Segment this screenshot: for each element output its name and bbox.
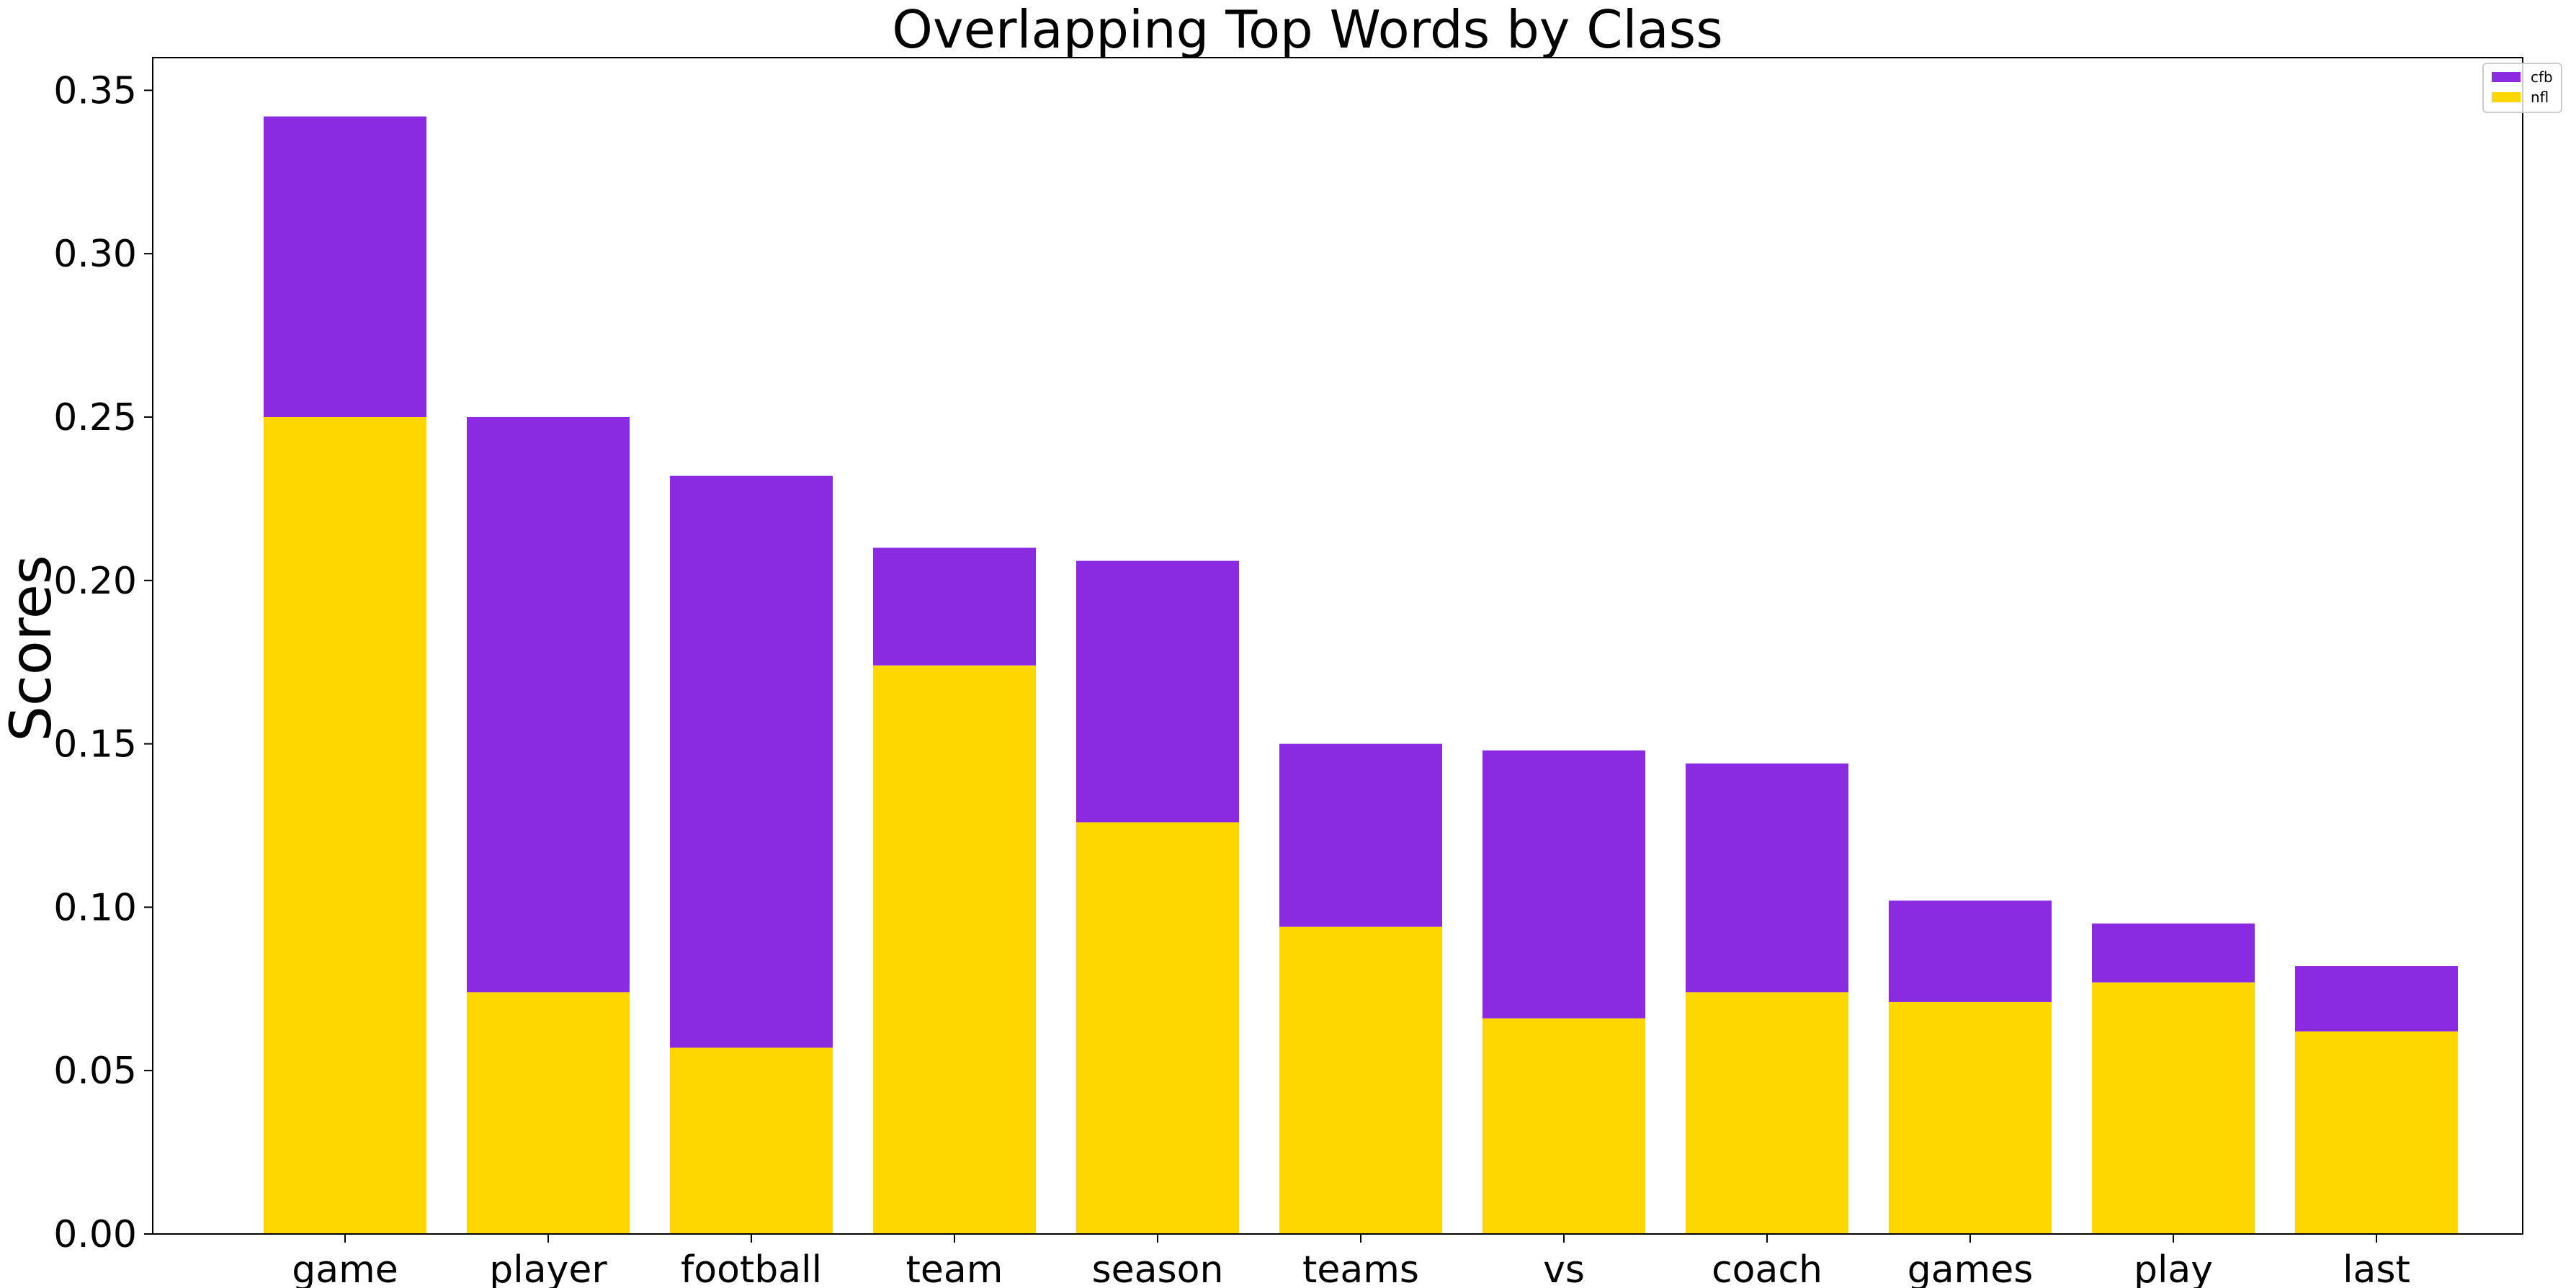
bars-group bbox=[264, 116, 2458, 1235]
bar-nfl-last bbox=[2295, 1031, 2458, 1234]
plot-frame bbox=[152, 57, 2523, 1235]
x-tick-label: football bbox=[681, 1248, 822, 1288]
bar-cfb-game bbox=[264, 116, 426, 417]
legend-label-nfl: nfl bbox=[2531, 89, 2549, 106]
bar-nfl-team bbox=[873, 665, 1036, 1234]
bar-cfb-teams bbox=[1279, 743, 1442, 927]
bar-nfl-games bbox=[1889, 1001, 2052, 1234]
x-tick-label: game bbox=[292, 1248, 398, 1288]
bar-cfb-coach bbox=[1686, 763, 1848, 993]
bar-cfb-season bbox=[1076, 560, 1239, 823]
bar-nfl-player bbox=[467, 992, 630, 1234]
legend: cfb nfl bbox=[2482, 63, 2562, 113]
bar-nfl-teams bbox=[1279, 926, 1442, 1234]
bar-nfl-play bbox=[2092, 982, 2255, 1234]
bar-nfl-season bbox=[1076, 822, 1239, 1234]
y-tick-label: 0.15 bbox=[53, 723, 137, 766]
x-tick-label: team bbox=[906, 1248, 1003, 1288]
x-tick-label: coach bbox=[1712, 1248, 1823, 1288]
y-tick-label: 0.20 bbox=[53, 560, 137, 603]
y-axis-ticks: 0.00 0.05 0.10 0.15 0.20 0.25 0.30 0.35 bbox=[53, 69, 153, 1256]
bar-nfl-game bbox=[264, 416, 426, 1235]
bar-cfb-player bbox=[467, 416, 630, 993]
bar-cfb-play bbox=[2092, 923, 2255, 983]
bar-nfl-coach bbox=[1686, 992, 1848, 1234]
bar-cfb-football bbox=[670, 475, 833, 1048]
bar-cfb-last bbox=[2295, 966, 2458, 1032]
x-tick-label: teams bbox=[1302, 1248, 1419, 1288]
bar-cfb-team bbox=[873, 547, 1036, 666]
chart-title: Overlapping Top Words by Class bbox=[892, 0, 1722, 60]
bar-cfb-games bbox=[1889, 900, 2052, 1002]
y-tick-label: 0.05 bbox=[53, 1050, 137, 1093]
x-tick-label: play bbox=[2134, 1248, 2213, 1288]
bar-cfb-vs bbox=[1482, 750, 1645, 1019]
y-tick-label: 0.30 bbox=[53, 233, 137, 276]
y-tick-label: 0.35 bbox=[53, 69, 137, 112]
x-tick-label: season bbox=[1092, 1248, 1224, 1288]
y-axis-label: Scores bbox=[0, 555, 64, 741]
legend-swatch-nfl bbox=[2492, 92, 2521, 102]
legend-swatch-cfb bbox=[2492, 72, 2521, 82]
bar-nfl-football bbox=[670, 1047, 833, 1234]
y-tick-label: 0.00 bbox=[53, 1213, 137, 1256]
y-tick-label: 0.10 bbox=[53, 886, 137, 929]
legend-label-cfb: cfb bbox=[2531, 68, 2553, 86]
x-tick-label: vs bbox=[1543, 1248, 1585, 1288]
x-tick-label: games bbox=[1908, 1248, 2034, 1288]
x-tick-label: player bbox=[489, 1248, 607, 1288]
x-axis-ticks: game player football team season teams vs coach… bbox=[292, 1234, 2410, 1288]
y-tick-label: 0.25 bbox=[53, 396, 137, 439]
bar-nfl-vs bbox=[1482, 1018, 1645, 1234]
x-tick-label: last bbox=[2343, 1248, 2410, 1288]
